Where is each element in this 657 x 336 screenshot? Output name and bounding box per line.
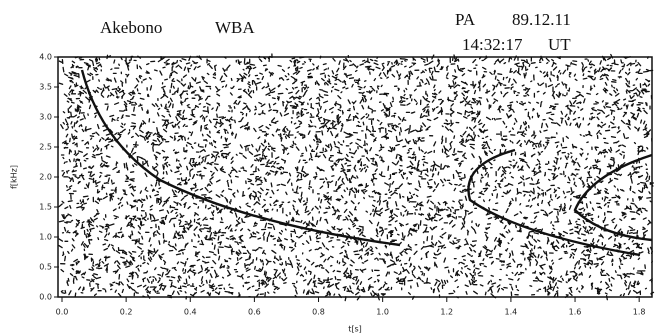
x-tick-label: 0.6 [248,308,261,317]
x-tick-label: 0.4 [184,308,197,317]
time-label: 14:32:17 [462,35,523,54]
y-tick-label: 4.0 [39,53,52,62]
y-tick-label: 0.5 [39,263,52,272]
noise-texture [58,53,655,302]
x-tick-label: 0.8 [312,308,325,317]
x-tick-label: 1.8 [633,308,646,317]
emission-trace [80,69,401,247]
x-tick-label: 1.2 [440,308,453,317]
x-axis-label: t[s] [348,325,362,334]
x-tick-label: 1.6 [569,308,582,317]
emission-trace [467,148,641,257]
x-tick-label: 0.2 [120,308,133,317]
x-tick-label: 1.4 [505,308,518,317]
y-tick-label: 1.5 [39,203,52,212]
x-tick-label: 1.0 [376,308,389,317]
station-label: PA [455,10,476,29]
y-tick-label: 3.0 [39,113,52,122]
y-tick-label: 2.5 [39,143,52,152]
y-tick-label: 1.0 [39,233,52,242]
y-tick-label: 0.0 [39,293,52,302]
chart-subtitle: WBA [215,18,255,37]
time-zone-label: UT [548,35,571,54]
x-tick-label: 0.0 [56,308,69,317]
y-axis-label: f[kHz] [10,165,19,189]
chart-title: Akebono [100,18,162,37]
y-tick-label: 3.5 [39,83,52,92]
emission-trace [573,153,653,242]
y-tick-label: 2.0 [39,173,52,182]
date-label: 89.12.11 [512,10,571,29]
